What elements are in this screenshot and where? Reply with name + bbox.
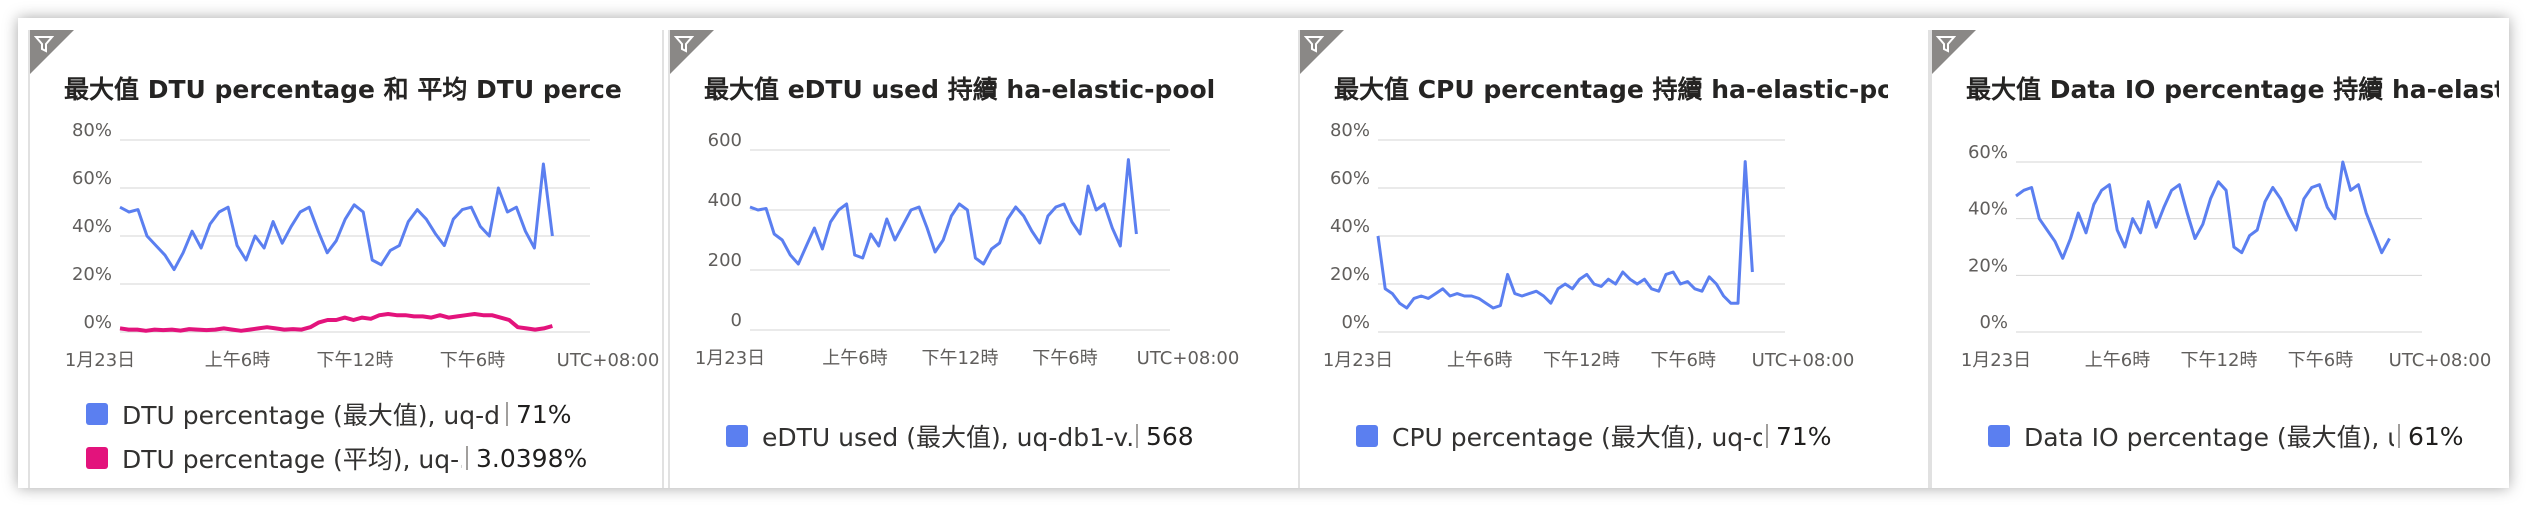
series-line [1376, 160, 1754, 310]
x-tick-label: UTC+08:00 [1137, 348, 1240, 369]
tile-title: 最大值 eDTU used 持續 ha-elastic-pool [704, 75, 1216, 104]
x-tick-label: 上午6時 [205, 350, 270, 370]
x-tick-label: 1月23日 [1961, 350, 2031, 370]
y-tick-label: 20% [1330, 264, 1370, 285]
legend-swatch [726, 425, 748, 447]
series-line [119, 312, 553, 333]
x-tick-label: 下午12時 [1543, 350, 1620, 370]
y-tick-label: 40% [1330, 216, 1370, 237]
legend-label: DTU percentage (最大值), uq-d... [122, 401, 502, 430]
x-tick-label: 上午6時 [1447, 350, 1512, 370]
legend-item-max[interactable]: eDTU used (最大值), uq-db1-v... 568 [726, 418, 1194, 454]
legend-label: Data IO percentage (最大值), u... [2024, 423, 2394, 452]
legend-swatch [86, 447, 108, 469]
legend-swatch [1356, 425, 1378, 447]
chart-tile-edtu[interactable]: 最大值 eDTU used 持續 ha-elastic-pool 600 400 2… [668, 30, 1300, 488]
legend-item-max[interactable]: Data IO percentage (最大值), u... 61% [1988, 418, 2464, 454]
y-tick-label: 400 [708, 190, 742, 211]
filter-icon[interactable] [1304, 34, 1324, 54]
x-tick-label: 1月23日 [695, 348, 765, 369]
x-tick-label: 下午6時 [1651, 350, 1716, 370]
legend-divider [466, 446, 468, 470]
series-line [749, 158, 1138, 266]
y-tick-label: 40% [72, 216, 112, 237]
y-tick-label: 20% [72, 264, 112, 285]
dashboard-frame: 最大值 DTU percentage 和 平均 DTU percen... 80… [18, 18, 2509, 488]
legend-swatch [86, 403, 108, 425]
legend-label: DTU percentage (平均), uq-... [122, 445, 462, 474]
x-tick-label: 下午12時 [317, 350, 394, 370]
line-chart: 80% 60% 40% 20% 0% 1月23日 上午6時 下午12時 下午6時 UTC+08:0… [65, 120, 660, 370]
y-tick-label: 600 [708, 130, 742, 151]
y-tick-label: 60% [72, 168, 112, 189]
legend-value: 71% [1776, 421, 1832, 451]
x-tick-label: 下午12時 [2181, 350, 2258, 370]
y-tick-label: 200 [708, 250, 742, 271]
tile-title: 最大值 CPU percentage 持續 ha-elastic-pool [1334, 75, 1888, 104]
x-tick-label: 下午6時 [2288, 350, 2353, 370]
filter-icon[interactable] [1936, 34, 1956, 54]
x-tick-label: 下午6時 [1032, 348, 1097, 369]
y-tick-label: 0% [1979, 312, 2008, 333]
line-chart: 60% 40% 20% 0% 1月23日 上午6時 下午12時 下午6時 UTC+08:00 [1961, 142, 2492, 370]
y-tick-label: 80% [1330, 120, 1370, 141]
legend-divider [1766, 424, 1768, 448]
chart-tile-dtu[interactable]: 最大值 DTU percentage 和 平均 DTU percen... 80… [28, 30, 664, 488]
legend-value: 61% [2408, 421, 2464, 451]
series-line [2015, 160, 2391, 260]
x-tick-label: 上午6時 [2085, 350, 2150, 370]
y-tick-label: 0% [1341, 312, 1370, 333]
x-tick-label: 上午6時 [822, 348, 887, 369]
series-line [119, 162, 554, 272]
x-tick-label: UTC+08:00 [557, 350, 660, 370]
tile-title: 最大值 Data IO percentage 持續 ha-elastic-... [1966, 75, 2499, 104]
legend-label: CPU percentage (最大值), uq-d... [1392, 423, 1762, 452]
legend-swatch [1988, 425, 2010, 447]
line-chart: 80% 60% 40% 20% 0% 1月23日 上午6時 下午12時 下午6時 UTC+08:0… [1323, 120, 1855, 370]
legend-item-max[interactable]: DTU percentage (最大值), uq-d... 71% [86, 396, 572, 432]
x-tick-label: UTC+08:00 [1752, 350, 1855, 370]
y-tick-label: 0% [83, 312, 112, 333]
legend-item-max[interactable]: CPU percentage (最大值), uq-d... 71% [1356, 418, 1832, 454]
y-tick-label: 60% [1968, 142, 2008, 163]
x-tick-label: 1月23日 [1323, 350, 1393, 370]
legend-item-avg[interactable]: DTU percentage (平均), uq-... 3.0398% [86, 440, 587, 476]
x-tick-label: UTC+08:00 [2389, 350, 2492, 370]
tile-title: 最大值 DTU percentage 和 平均 DTU percen... [64, 75, 622, 104]
line-chart: 600 400 200 0 1月23日 上午6時 下午12時 下午6時 UTC+08:00 [695, 130, 1240, 369]
chart-tile-dataio[interactable]: 最大值 Data IO percentage 持續 ha-elastic-...… [1930, 30, 2509, 488]
x-tick-label: 1月23日 [65, 350, 135, 370]
legend-divider [506, 402, 508, 426]
legend-value: 3.0398% [476, 443, 588, 473]
y-tick-label: 60% [1330, 168, 1370, 189]
filter-icon[interactable] [674, 34, 694, 54]
y-tick-label: 40% [1968, 199, 2008, 220]
legend-value: 568 [1146, 421, 1194, 451]
x-tick-label: 下午12時 [922, 348, 999, 369]
chart-tile-cpu[interactable]: 最大值 CPU percentage 持續 ha-elastic-pool 80… [1298, 30, 1930, 488]
legend-value: 71% [516, 399, 572, 429]
filter-icon[interactable] [34, 34, 54, 54]
y-tick-label: 80% [72, 120, 112, 141]
legend-label: eDTU used (最大值), uq-db1-v... [762, 423, 1132, 452]
legend-divider [1136, 424, 1138, 448]
y-tick-label: 0 [731, 310, 742, 331]
y-tick-label: 20% [1968, 255, 2008, 276]
legend-divider [2398, 424, 2400, 448]
x-tick-label: 下午6時 [440, 350, 505, 370]
